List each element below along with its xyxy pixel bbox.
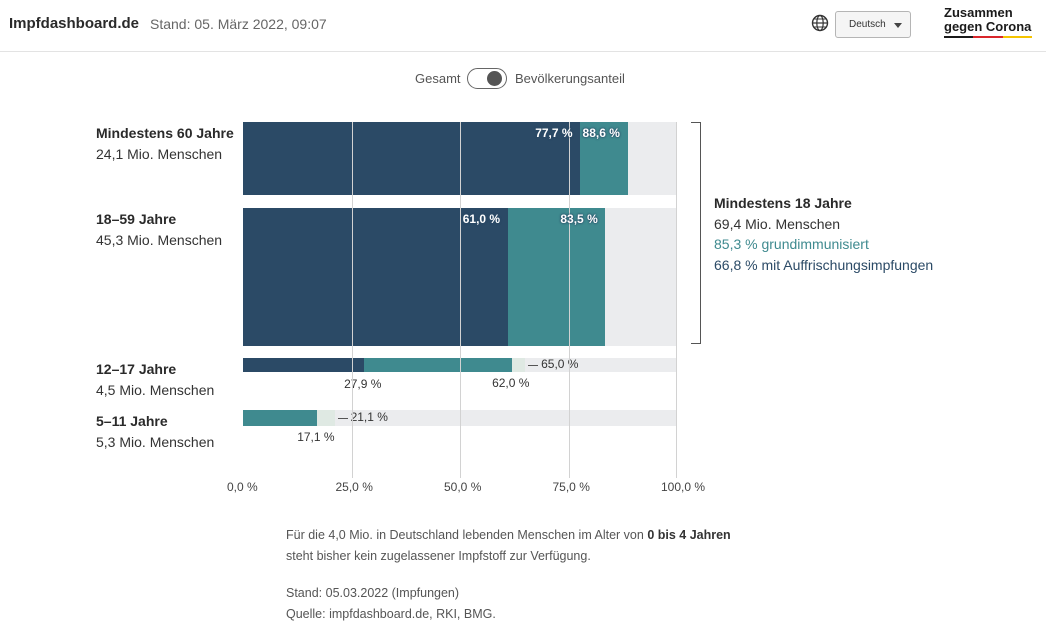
bar-booster[interactable] — [243, 358, 365, 372]
row-label-18-59: 18–59 Jahre 45,3 Mio. Menschen — [96, 209, 222, 251]
x-tick-label: 75,0 % — [552, 480, 590, 494]
row-population: 45,3 Mio. Menschen — [96, 232, 223, 248]
bar-booster[interactable] — [243, 208, 508, 346]
booster-value-label: 27,9 % — [344, 377, 382, 391]
basic-value-label: 83,5 % — [560, 212, 598, 226]
row-title: 18–59 Jahre — [96, 211, 177, 227]
first-dose-marker — [528, 365, 539, 366]
x-tick-label: 100,0 % — [661, 480, 706, 494]
row-population: 24,1 Mio. Menschen — [96, 146, 223, 162]
age-note: Für die 4,0 Mio. in Deutschland lebenden… — [286, 525, 731, 567]
toggle-label-bevoelkerungsanteil[interactable]: Bevölkerungsanteil — [515, 71, 625, 86]
globe-icon — [811, 14, 829, 32]
view-toggle: Gesamt Bevölkerungsanteil — [0, 68, 1046, 90]
bar-basic-immunized[interactable] — [243, 410, 318, 426]
basic-value-label: 62,0 % — [492, 376, 530, 390]
first-dose-value-label: 21,1 % — [350, 410, 388, 424]
row-title: 5–11 Jahre — [96, 413, 168, 429]
language-select[interactable]: Deutsch — [835, 11, 911, 38]
adult-summary: Mindestens 18 Jahre 69,4 Mio. Menschen 8… — [714, 193, 933, 275]
bar-background — [243, 122, 677, 195]
x-tick-label: 25,0 % — [335, 480, 373, 494]
summary-booster: 66,8 % mit Auffrischungsimpfungen — [714, 256, 934, 273]
first-dose-value-label: 65,0 % — [541, 357, 579, 371]
note-text-bold: 0 bis 4 Jahren — [647, 528, 731, 542]
logo-line-1: Zusammen — [944, 5, 1013, 20]
x-tick-label: 0,0 % — [227, 480, 258, 494]
source-quelle: Quelle: impfdashboard.de, RKI, BMG. — [286, 607, 496, 621]
row-population: 4,5 Mio. Menschen — [96, 382, 215, 398]
data-timestamp: Stand: 05. März 2022, 09:07 — [150, 16, 327, 32]
summary-basic-immunized: 85,3 % grundimmunisiert — [714, 236, 869, 252]
language-select-value: Deutsch — [849, 19, 886, 30]
summary-people: 69,4 Mio. Menschen — [714, 215, 841, 232]
logo-line-2: gegen Corona — [944, 19, 1032, 34]
data-source: Stand: 05.03.2022 (Impfungen) Quelle: im… — [286, 583, 496, 622]
campaign-logo[interactable]: Zusammen gegen Corona — [944, 6, 1032, 38]
source-stand: Stand: 05.03.2022 (Impfungen) — [286, 586, 460, 600]
toggle-knob — [487, 71, 502, 86]
booster-value-label: 77,7 % — [535, 126, 573, 140]
gridline — [460, 122, 461, 478]
basic-value-label: 88,6 % — [582, 126, 620, 140]
booster-value-label: 61,0 % — [462, 212, 501, 226]
row-label-60plus: Mindestens 60 Jahre 24,1 Mio. Menschen — [96, 123, 234, 165]
header-bar: Impfdashboard.de Stand: 05. März 2022, 0… — [0, 0, 1046, 52]
row-population: 5,3 Mio. Menschen — [96, 434, 215, 450]
vaccination-bar-chart: 77,7 % 88,6 % 61,0 % 83,5 % 27,9 % 62,0 % 65,0… — [243, 122, 677, 478]
x-tick-label: 50,0 % — [444, 480, 482, 494]
toggle-label-gesamt[interactable]: Gesamt — [415, 71, 461, 86]
basic-value-label: 17,1 % — [297, 430, 335, 444]
first-dose-marker — [337, 418, 348, 419]
bar-booster[interactable] — [243, 122, 581, 195]
row-title: 12–17 Jahre — [96, 361, 177, 377]
adult-bracket — [691, 122, 701, 344]
summary-title: Mindestens 18 Jahre — [714, 195, 852, 211]
gridline — [351, 122, 353, 478]
row-label-12-17: 12–17 Jahre 4,5 Mio. Menschen — [96, 359, 214, 401]
note-text-pre: Für die 4,0 Mio. in Deutschland lebenden… — [286, 528, 648, 542]
gridline — [676, 122, 677, 478]
row-title: Mindestens 60 Jahre — [96, 125, 234, 141]
view-toggle-switch[interactable] — [467, 68, 507, 89]
note-text-post: steht bisher kein zugelassener Impfstoff… — [286, 549, 591, 563]
row-label-5-11: 5–11 Jahre 5,3 Mio. Menschen — [96, 411, 214, 453]
brand-name[interactable]: Impfdashboard.de — [9, 15, 140, 32]
logo-flag-stripe — [944, 36, 1032, 38]
gridline — [568, 122, 570, 478]
chevron-down-icon — [894, 23, 902, 28]
